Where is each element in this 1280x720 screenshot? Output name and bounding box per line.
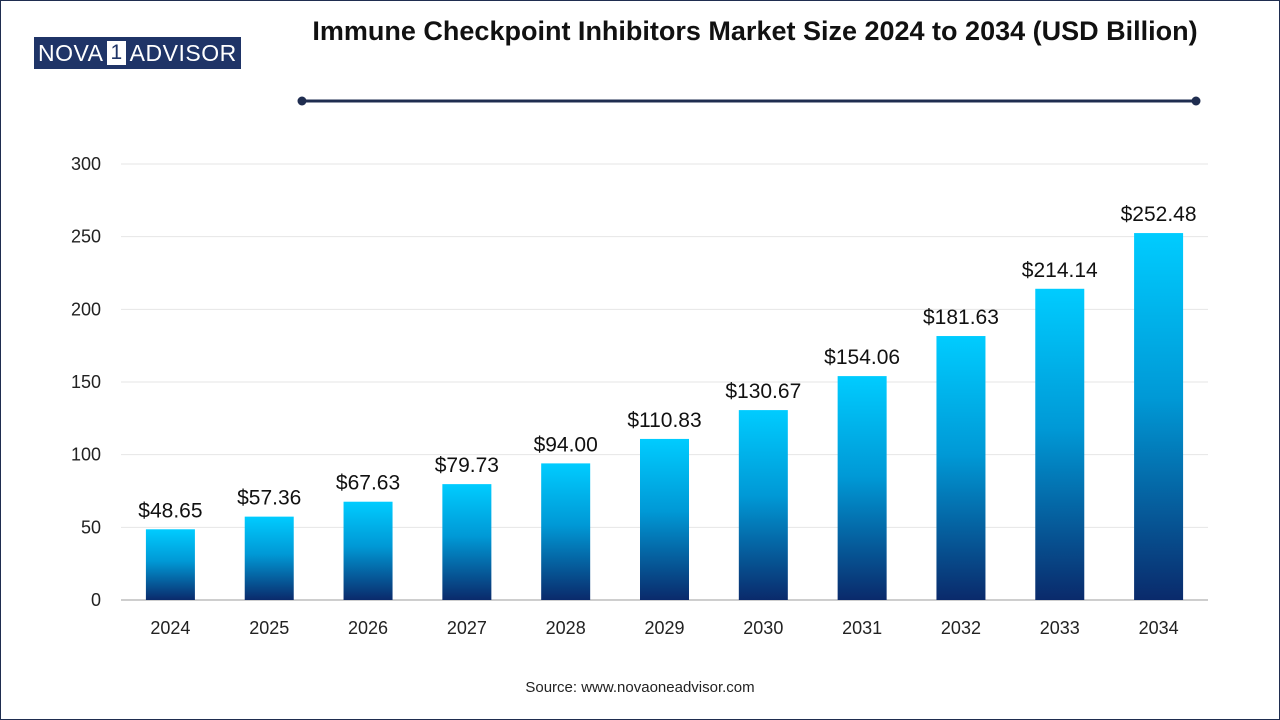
data-label-2031: $154.06 (824, 346, 900, 369)
data-label-2032: $181.63 (923, 306, 999, 329)
data-label-2028: $94.00 (534, 433, 598, 456)
bar-2024 (145, 529, 195, 600)
title-underline (297, 96, 1201, 106)
data-label-2024: $48.65 (138, 499, 202, 522)
y-tick-label: 50 (81, 517, 101, 537)
data-label-2030: $130.67 (725, 380, 801, 403)
x-tick-label-2033: 2033 (1040, 618, 1080, 638)
x-tick-label-2026: 2026 (348, 618, 388, 638)
bars (145, 233, 1184, 601)
logo-text-one: 1 (105, 39, 128, 67)
y-tick-label: 300 (71, 154, 101, 174)
data-label-2026: $67.63 (336, 472, 400, 495)
nova-advisor-logo: NOVA 1 ADVISOR (34, 37, 241, 69)
bar-2028 (541, 463, 591, 600)
bar-2030 (738, 410, 788, 600)
logo-text-advisor: ADVISOR (129, 39, 237, 66)
data-label-2029: $110.83 (627, 409, 701, 432)
bar-2027 (442, 484, 492, 600)
data-label-2034: $252.48 (1121, 203, 1197, 226)
chart-title: Immune Checkpoint Inhibitors Market Size… (312, 16, 1198, 46)
y-tick-label: 250 (71, 227, 101, 247)
y-axis: 0 50 100 150 200 250 300 (71, 154, 101, 610)
x-tick-label-2024: 2024 (150, 618, 190, 638)
x-axis: 2024 2025 2026 2027 2028 2029 2030 2031 2032 2033… (150, 618, 1178, 638)
y-tick-label: 100 (71, 445, 101, 465)
bar-2034 (1134, 233, 1184, 601)
bar-2026 (343, 501, 393, 600)
y-tick-label: 0 (91, 590, 101, 610)
x-tick-label-2032: 2032 (941, 618, 981, 638)
bar-2033 (1035, 288, 1085, 600)
data-labels: $48.65 $57.36 $67.63 $79.73 $94.00 $110.83 $13… (138, 203, 1196, 522)
logo-text-nova: NOVA (38, 39, 104, 66)
x-tick-label-2031: 2031 (842, 618, 882, 638)
x-tick-label-2025: 2025 (249, 618, 289, 638)
data-label-2033: $214.14 (1022, 259, 1098, 282)
data-label-2027: $79.73 (435, 454, 499, 477)
bar-2032 (936, 336, 986, 600)
x-tick-label-2028: 2028 (546, 618, 586, 638)
bar-2025 (244, 516, 294, 600)
x-tick-label-2027: 2027 (447, 618, 487, 638)
x-tick-label-2029: 2029 (644, 618, 684, 638)
y-tick-label: 150 (71, 372, 101, 392)
data-label-2025: $57.36 (237, 487, 301, 510)
x-tick-label-2030: 2030 (743, 618, 783, 638)
source-note: Source: www.novaoneadvisor.com (525, 679, 755, 696)
bar-2029 (640, 438, 689, 600)
x-tick-label-2034: 2034 (1139, 618, 1179, 638)
bar-2031 (837, 376, 887, 600)
y-tick-label: 200 (71, 299, 101, 319)
